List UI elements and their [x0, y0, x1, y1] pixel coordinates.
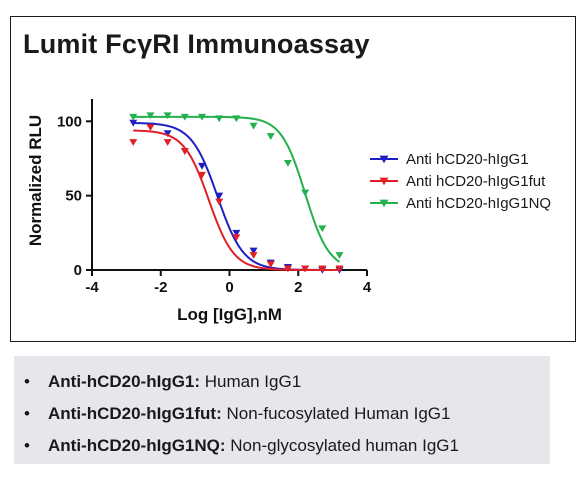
data-point — [266, 261, 275, 268]
data-point — [301, 189, 310, 197]
definition-desc: Human IgG1 — [204, 372, 302, 391]
y-tick-label: 50 — [65, 188, 82, 205]
data-point — [249, 252, 258, 259]
series-2 — [133, 129, 340, 271]
data-point — [335, 265, 344, 273]
x-tick-label: -2 — [154, 279, 167, 296]
legend-label: Anti hCD20-hIgG1 — [406, 151, 529, 168]
data-point — [318, 225, 327, 233]
data-point — [180, 113, 189, 121]
data-point — [249, 122, 258, 130]
bullet: • — [24, 372, 30, 391]
series-curve — [133, 129, 340, 271]
data-point — [129, 113, 138, 121]
definition-term: Anti-hCD20-hIgG1NQ: — [48, 436, 226, 455]
dose-response-chart: -4 -2 0 2 4 0 50 100 Log [IgG],nM Normalized RLU A… — [26, 99, 551, 324]
data-point — [301, 265, 310, 273]
x-axis-label: Log [IgG],nM — [177, 305, 282, 324]
chart-title: Lumit FcγRI Immunoassay — [23, 29, 370, 59]
data-point — [215, 198, 224, 206]
data-point — [318, 265, 327, 273]
legend-marker — [379, 155, 389, 164]
x-tick-label: 0 — [225, 279, 233, 296]
data-point — [146, 124, 155, 132]
definition-desc: Non-glycosylated human IgG1 — [230, 436, 459, 455]
data-point — [283, 265, 292, 273]
definition-term: Anti-hCD20-hIgG1fut: — [48, 404, 222, 423]
definition-item-igg1nq: • Anti-hCD20-hIgG1NQ: Non-glycosylated h… — [14, 430, 550, 462]
data-point — [249, 247, 258, 255]
definition-item-igg1: • Anti-hCD20-hIgG1: Human IgG1 — [14, 366, 550, 398]
legend-label: Anti hCD20-hIgG1NQ — [406, 195, 551, 212]
bullet: • — [24, 404, 30, 423]
series-1 — [133, 122, 340, 271]
antibody-definitions: • Anti-hCD20-hIgG1: Human IgG1 • Anti-hC… — [14, 356, 550, 464]
definition-item-igg1fut: • Anti-hCD20-hIgG1fut: Non-fucosylated H… — [14, 398, 550, 430]
data-point — [163, 139, 172, 146]
data-point — [163, 130, 172, 137]
y-axis-label: Normalized RLU — [26, 115, 45, 246]
definition-term: Anti-hCD20-hIgG1: — [48, 372, 201, 391]
data-point — [129, 119, 138, 127]
data-point — [129, 139, 138, 146]
data-point — [163, 112, 172, 120]
data-point — [198, 171, 206, 179]
legend-marker — [379, 199, 389, 208]
data-point — [232, 229, 241, 237]
x-tick-label: -4 — [85, 279, 99, 296]
data-point — [180, 148, 189, 155]
x-tick-label: 4 — [363, 279, 372, 296]
x-tick-label: 2 — [294, 279, 302, 296]
legend-marker — [379, 177, 389, 186]
data-point — [266, 133, 275, 140]
data-point — [335, 252, 344, 259]
definition-desc: Non-fucosylated Human IgG1 — [226, 404, 451, 423]
legend-label: Anti hCD20-hIgG1fut — [406, 173, 546, 190]
data-point — [215, 115, 224, 123]
data-point — [283, 159, 292, 167]
data-point — [232, 115, 241, 123]
data-point — [232, 234, 241, 242]
data-point — [146, 112, 155, 120]
y-tick-label: 100 — [57, 113, 82, 130]
data-point — [198, 162, 206, 170]
series-curve — [133, 122, 340, 271]
y-tick-label: 0 — [74, 262, 82, 279]
chart-panel: Lumit FcγRI Immunoassay -4 -2 0 2 4 0 50 100 Log… — [10, 16, 576, 342]
data-point — [198, 113, 206, 121]
bullet: • — [24, 436, 30, 455]
data-point — [215, 192, 224, 200]
